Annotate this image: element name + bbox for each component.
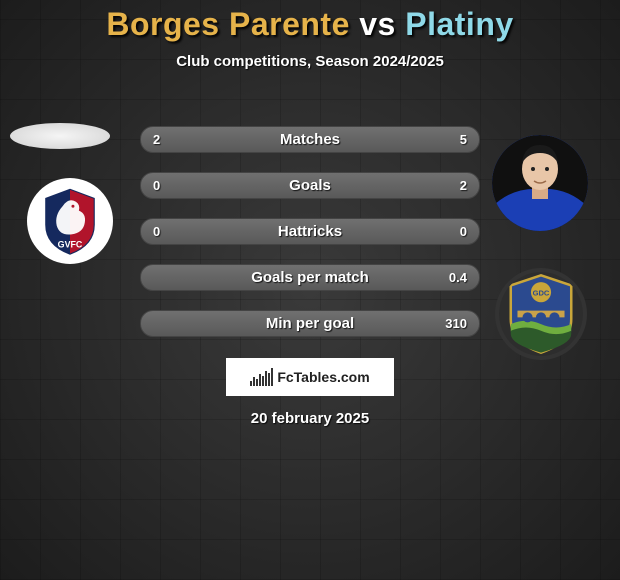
stat-row-hattricks: 0 Hattricks 0: [140, 218, 480, 245]
watermark-box: FcTables.com: [226, 358, 394, 396]
stat-right-value: 5: [460, 127, 467, 152]
stat-label: Goals per match: [251, 269, 369, 286]
player-b-name: Platiny: [405, 6, 513, 42]
watermark-text: FcTables.com: [277, 369, 369, 385]
vs-label: vs: [359, 6, 396, 42]
page-title: Borges Parente vs Platiny: [0, 0, 620, 43]
player-b-crest: GDC: [495, 268, 587, 360]
player-a-crest: GVFC: [27, 178, 113, 264]
crest-b-svg: GDC: [499, 272, 583, 356]
season-subtitle: Club competitions, Season 2024/2025: [0, 53, 620, 70]
stat-row-goals: 0 Goals 2: [140, 172, 480, 199]
stat-right-value: 310: [445, 311, 467, 336]
player-b-avatar: [492, 135, 588, 231]
stat-left-value: 2: [153, 127, 160, 152]
stats-container: 2 Matches 5 0 Goals 2 0 Hattricks 0 Goal…: [140, 126, 480, 356]
stat-right-value: 2: [460, 173, 467, 198]
watermark-bars-icon: [250, 368, 273, 386]
player-a-name: Borges Parente: [106, 6, 350, 42]
stat-label: Goals: [289, 177, 331, 194]
footer-date: 20 february 2025: [0, 410, 620, 427]
stat-left-value: 0: [153, 173, 160, 198]
svg-text:GDC: GDC: [533, 289, 550, 298]
player-a-avatar: [10, 123, 110, 149]
stat-left-value: 0: [153, 219, 160, 244]
player-b-svg: [492, 135, 588, 231]
stat-row-goals-per-match: Goals per match 0.4: [140, 264, 480, 291]
stat-label: Matches: [280, 131, 340, 148]
stat-right-value: 0.4: [449, 265, 467, 290]
stat-label: Hattricks: [278, 223, 342, 240]
stat-row-matches: 2 Matches 5: [140, 126, 480, 153]
stat-right-value: 0: [460, 219, 467, 244]
stat-row-min-per-goal: Min per goal 310: [140, 310, 480, 337]
crest-a-svg: GVFC: [33, 184, 107, 258]
svg-text:GVFC: GVFC: [58, 240, 83, 250]
stat-label: Min per goal: [266, 315, 354, 332]
